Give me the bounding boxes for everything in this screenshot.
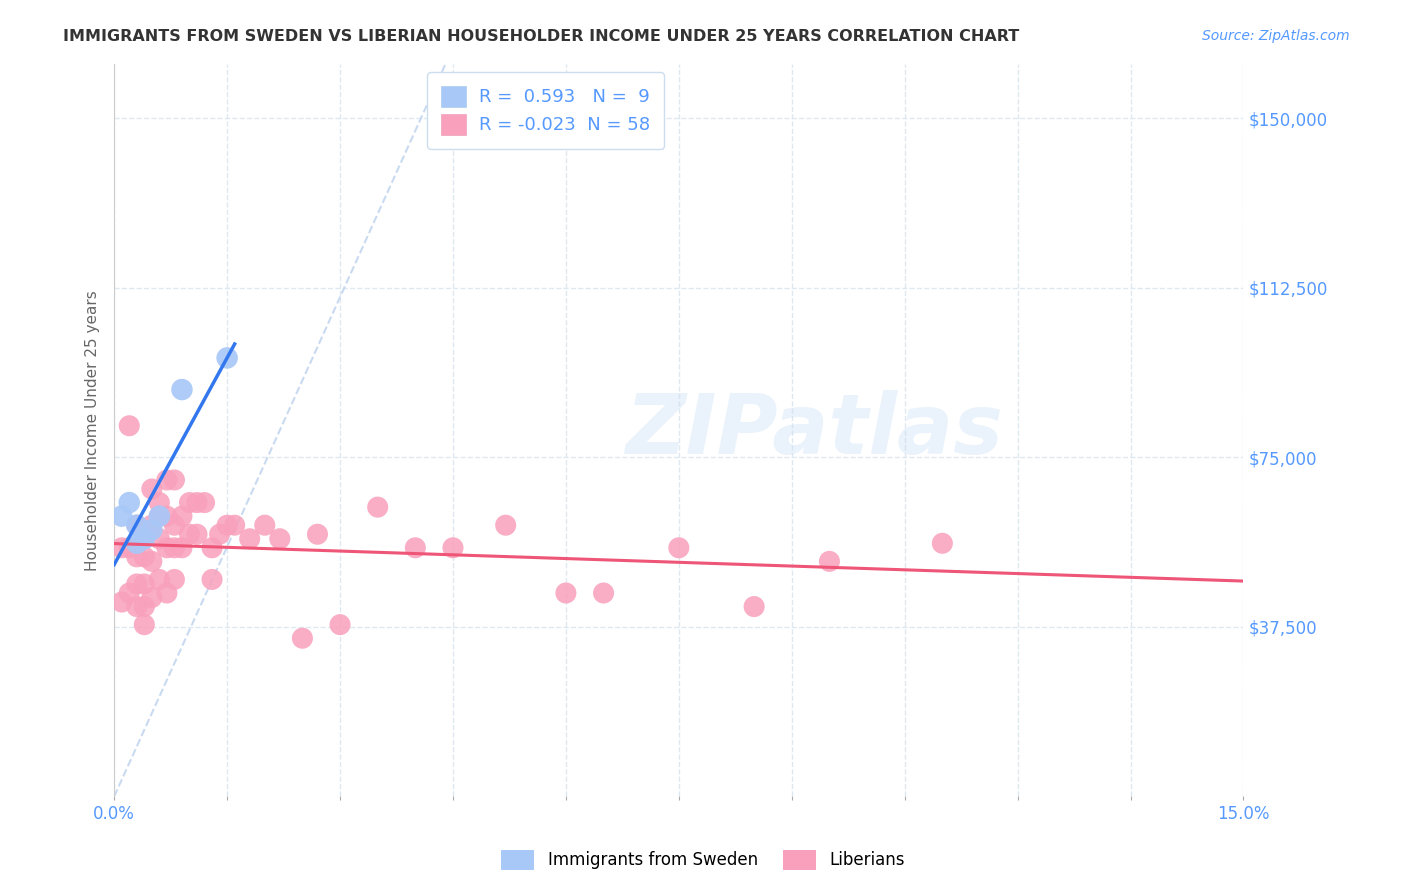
Point [134, 617, 156, 632]
Text: IMMIGRANTS FROM SWEDEN VS LIBERIAN HOUSEHOLDER INCOME UNDER 25 YEARS CORRELATION: IMMIGRANTS FROM SWEDEN VS LIBERIAN HOUSE… [63, 29, 1019, 45]
Point [141, 554, 163, 568]
Point [818, 554, 841, 568]
Point [201, 541, 224, 555]
Legend: Immigrants from Sweden, Liberians: Immigrants from Sweden, Liberians [495, 843, 911, 877]
Point [148, 509, 170, 524]
Point [269, 532, 291, 546]
Point [111, 595, 134, 609]
Y-axis label: Householder Income Under 25 years: Householder Income Under 25 years [86, 290, 100, 571]
Point [193, 495, 215, 509]
Point [742, 599, 765, 614]
Point [186, 527, 208, 541]
Point [170, 383, 193, 397]
Point [163, 573, 186, 587]
Point [156, 509, 179, 524]
Point [125, 518, 148, 533]
Point [118, 586, 141, 600]
Point [495, 518, 517, 533]
Point [134, 527, 156, 541]
Point [201, 573, 224, 587]
Point [156, 541, 179, 555]
Point [118, 418, 141, 433]
Point [156, 473, 179, 487]
Point [170, 541, 193, 555]
Point [367, 500, 389, 515]
Point [217, 351, 239, 365]
Point [931, 536, 953, 550]
Point [208, 527, 231, 541]
Point [125, 549, 148, 564]
Point [125, 518, 148, 533]
Point [217, 518, 239, 533]
Point [141, 518, 163, 533]
Point [592, 586, 614, 600]
Point [224, 518, 246, 533]
Point [134, 549, 156, 564]
Point [307, 527, 329, 541]
Point [148, 532, 170, 546]
Text: Source: ZipAtlas.com: Source: ZipAtlas.com [1202, 29, 1350, 44]
Point [668, 541, 690, 555]
Point [253, 518, 276, 533]
Point [148, 573, 170, 587]
Point [134, 577, 156, 591]
Point [156, 586, 179, 600]
Point [141, 523, 163, 537]
Point [291, 631, 314, 645]
Point [163, 518, 186, 533]
Point [163, 473, 186, 487]
Point [404, 541, 426, 555]
Point [125, 536, 148, 550]
Point [179, 495, 201, 509]
Point [441, 541, 464, 555]
Point [118, 541, 141, 555]
Point [125, 599, 148, 614]
Point [111, 541, 134, 555]
Point [111, 509, 134, 524]
Point [141, 482, 163, 496]
Point [186, 495, 208, 509]
Point [118, 495, 141, 509]
Point [148, 495, 170, 509]
Point [554, 586, 576, 600]
Legend: R =  0.593   N =  9, R = -0.023  N = 58: R = 0.593 N = 9, R = -0.023 N = 58 [427, 72, 664, 149]
Point [179, 527, 201, 541]
Text: ZIPatlas: ZIPatlas [626, 390, 1004, 471]
Point [134, 532, 156, 546]
Point [170, 509, 193, 524]
Point [163, 541, 186, 555]
Point [134, 599, 156, 614]
Point [329, 617, 352, 632]
Point [148, 509, 170, 524]
Point [141, 591, 163, 605]
Point [125, 577, 148, 591]
Point [239, 532, 262, 546]
